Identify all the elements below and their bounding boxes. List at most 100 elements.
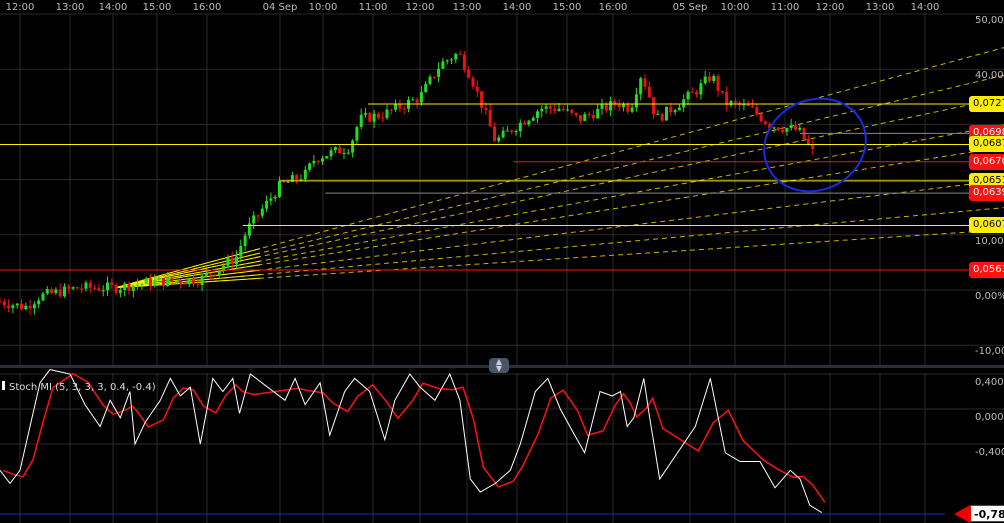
fan-line-solid: [115, 269, 261, 289]
candle: [308, 163, 312, 170]
x-tick-label: 15:00: [552, 2, 582, 13]
candle: [209, 273, 213, 275]
candle: [634, 94, 638, 108]
level-price-badge[interactable]: 0,0639: [969, 185, 1004, 202]
candle: [548, 106, 552, 109]
candle: [329, 150, 333, 157]
candle: [127, 283, 131, 291]
candle: [699, 83, 703, 95]
candle: [510, 130, 514, 133]
candle: [110, 282, 114, 285]
panel-resize-handle[interactable]: ▲ ▼: [489, 358, 509, 373]
level-price-badge[interactable]: 0,0687: [969, 136, 1004, 153]
candle: [385, 109, 389, 119]
candle: [806, 139, 810, 145]
candle: [742, 104, 746, 106]
candle: [316, 160, 320, 162]
candle: [153, 280, 157, 286]
candle: [247, 223, 251, 236]
candle: [63, 286, 66, 297]
candle: [690, 91, 694, 93]
candle: [656, 114, 660, 116]
indicator-title[interactable]: Stoch MI (5, 3, 3, 3, 0.4, -0.4): [2, 381, 156, 393]
candle: [204, 273, 208, 276]
x-tick-label: 16:00: [598, 2, 628, 13]
level-price-badge[interactable]: 0,0651: [969, 172, 1004, 189]
candle: [0, 301, 2, 303]
candle: [149, 278, 152, 286]
fan-line-solid: [115, 277, 261, 289]
candle: [346, 152, 350, 154]
candle: [557, 108, 561, 112]
candle: [686, 91, 690, 100]
candle: [84, 282, 88, 289]
candle: [226, 257, 230, 266]
candle: [441, 61, 445, 69]
candle: [523, 122, 527, 125]
candle: [643, 78, 647, 87]
x-tick-label: 10:00: [308, 2, 338, 13]
candle: [781, 130, 785, 132]
candle: [467, 69, 471, 78]
candle: [428, 76, 432, 84]
candle: [24, 305, 28, 310]
candle: [342, 152, 346, 154]
x-tick-label: 12:00: [405, 2, 435, 13]
fan-line-solid: [115, 274, 261, 289]
candle: [273, 196, 277, 199]
x-tick-label: 12:00: [815, 2, 845, 13]
candle: [28, 305, 32, 309]
candle: [785, 128, 789, 132]
level-price-badge[interactable]: 0,0727: [969, 95, 1004, 112]
candle: [136, 284, 140, 286]
candle: [192, 278, 195, 285]
candle: [596, 108, 600, 119]
candle: [759, 114, 763, 122]
candle: [660, 114, 664, 121]
candle: [419, 92, 423, 103]
candle: [484, 107, 488, 110]
candle: [140, 283, 144, 285]
fan-line: [115, 146, 1004, 289]
candle: [591, 114, 595, 119]
candle: [256, 215, 260, 217]
candle: [97, 288, 101, 291]
candle: [157, 278, 161, 281]
candle: [553, 108, 557, 112]
candle: [682, 99, 686, 108]
candle: [187, 278, 191, 285]
candle: [355, 127, 359, 141]
candle: [415, 99, 419, 103]
indicator-label: Stoch MI (5, 3, 3, 3, 0.4, -0.4): [9, 382, 156, 393]
x-tick-label: 15:00: [142, 2, 172, 13]
candle: [45, 289, 49, 294]
candle: [604, 104, 608, 111]
candle: [720, 90, 724, 93]
candle: [71, 287, 75, 289]
candle: [217, 269, 221, 276]
candle: [617, 104, 621, 108]
candle: [252, 215, 256, 224]
candle: [376, 113, 380, 118]
candle: [123, 283, 127, 291]
candle: [583, 114, 587, 121]
candle: [359, 114, 363, 128]
x-tick-label: 12:00: [5, 2, 35, 13]
level-price-badge[interactable]: 0,0607: [969, 217, 1004, 234]
candle: [703, 76, 707, 84]
candle: [579, 115, 582, 121]
candle: [170, 277, 174, 282]
candle: [450, 59, 453, 61]
candle: [325, 156, 329, 159]
candle: [295, 175, 299, 180]
candle: [114, 284, 118, 293]
level-price-badge[interactable]: 0,0563: [969, 262, 1004, 278]
candle: [630, 107, 634, 112]
candle: [570, 109, 574, 113]
candle: [475, 86, 479, 92]
fan-line: [115, 229, 1004, 289]
